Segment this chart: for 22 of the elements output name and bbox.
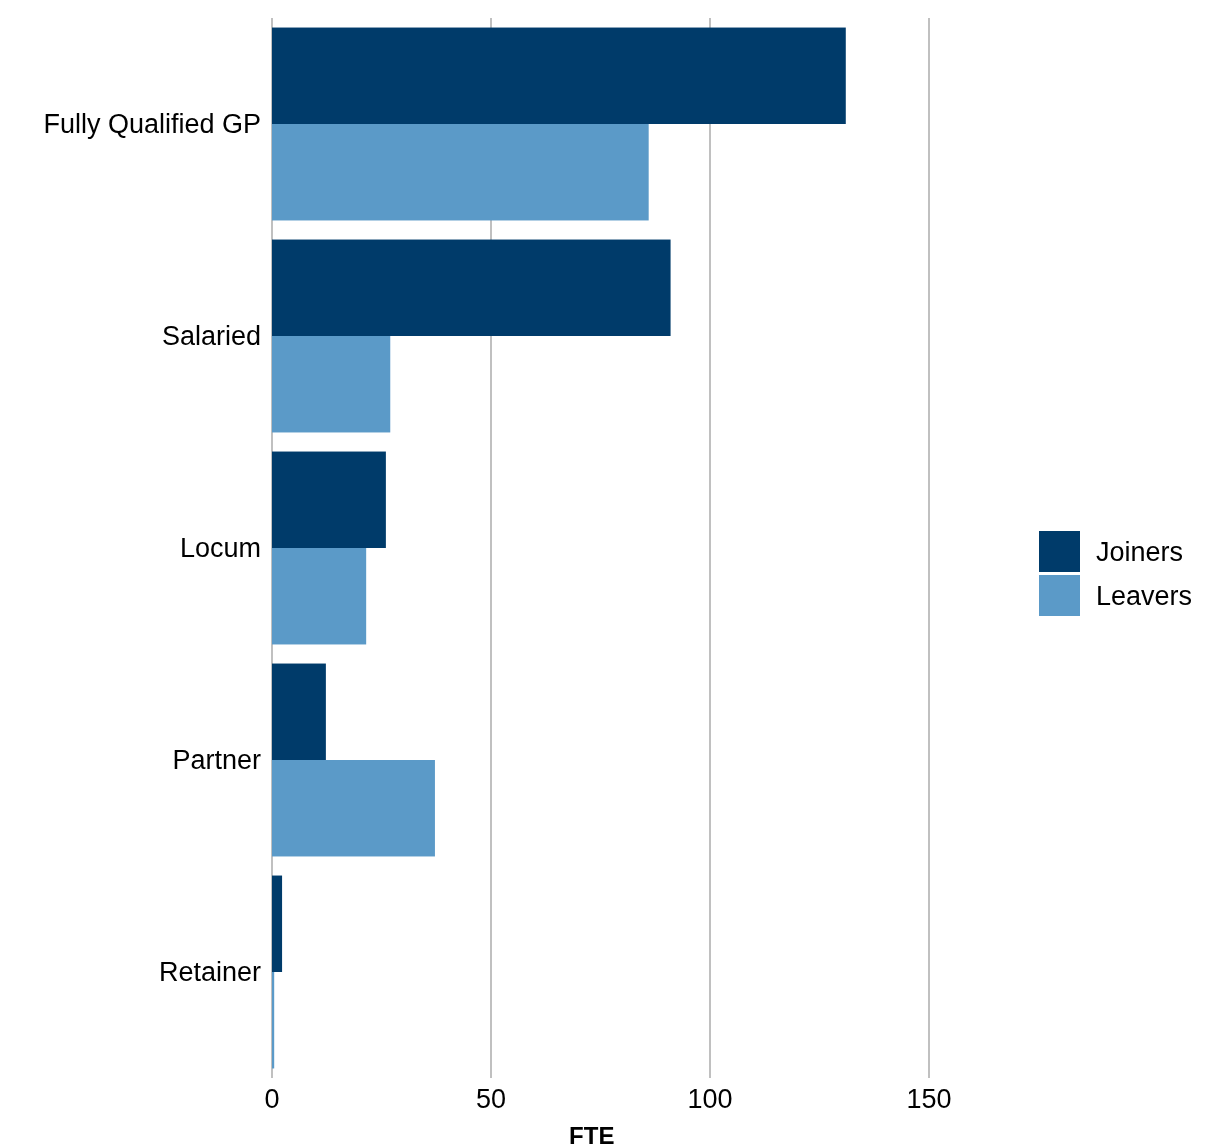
bar (272, 760, 435, 857)
x-tick-label: 50 (475, 1084, 507, 1114)
legend-label: Leavers (1096, 581, 1193, 611)
x-tick-label: 100 (687, 1084, 733, 1114)
bar (272, 972, 275, 1069)
bar (272, 663, 326, 760)
bar (272, 451, 386, 548)
y-tick-label: Salaried (161, 321, 261, 351)
x-axis-title: FTE (569, 1122, 615, 1146)
y-tick-label: Locum (179, 533, 261, 563)
y-tick-label: Fully Qualified GP (43, 109, 261, 139)
bar (272, 875, 283, 972)
bar (272, 336, 391, 433)
bar (272, 124, 649, 221)
legend-label: Joiners (1096, 537, 1184, 567)
bar (272, 239, 671, 336)
x-tick-label: 0 (264, 1084, 280, 1114)
bar (272, 548, 367, 645)
y-tick-label: Partner (172, 745, 261, 775)
x-tick-label: 150 (906, 1084, 952, 1114)
y-tick-label: Retainer (158, 957, 261, 987)
bar (272, 27, 846, 124)
